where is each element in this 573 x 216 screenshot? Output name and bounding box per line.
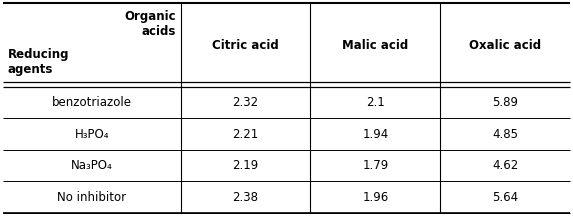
Text: 2.21: 2.21: [233, 128, 258, 141]
Text: Organic
acids: Organic acids: [124, 10, 176, 38]
Text: 2.1: 2.1: [366, 96, 384, 109]
Text: Oxalic acid: Oxalic acid: [469, 39, 541, 52]
Text: 4.85: 4.85: [492, 128, 518, 141]
Text: Reducing
agents: Reducing agents: [7, 48, 69, 76]
Text: Citric acid: Citric acid: [212, 39, 279, 52]
Text: 2.38: 2.38: [233, 191, 258, 203]
Text: 4.62: 4.62: [492, 159, 519, 172]
Text: 1.79: 1.79: [362, 159, 388, 172]
Text: 1.94: 1.94: [362, 128, 388, 141]
Text: No inhibitor: No inhibitor: [57, 191, 126, 203]
Text: 5.89: 5.89: [492, 96, 518, 109]
Text: 1.96: 1.96: [362, 191, 388, 203]
Text: H₃PO₄: H₃PO₄: [74, 128, 109, 141]
Text: Malic acid: Malic acid: [342, 39, 409, 52]
Text: Na₃PO₄: Na₃PO₄: [71, 159, 112, 172]
Text: benzotriazole: benzotriazole: [52, 96, 132, 109]
Text: 5.64: 5.64: [492, 191, 518, 203]
Text: 2.32: 2.32: [233, 96, 258, 109]
Text: 2.19: 2.19: [233, 159, 258, 172]
